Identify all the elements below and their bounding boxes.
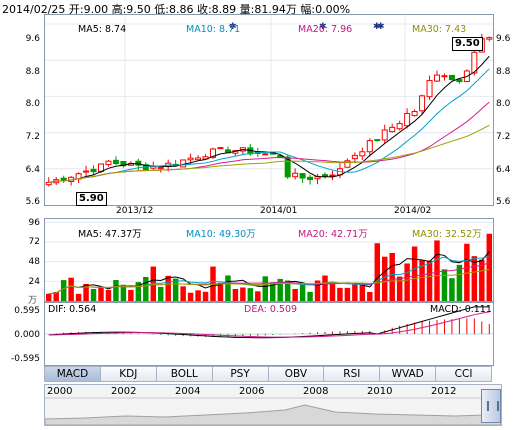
ma10-legend: MA10: 8.71 <box>186 24 241 35</box>
vol-y-2: 48 <box>28 257 40 267</box>
price-y-right-1: 8.8 <box>496 67 511 77</box>
price-y-right-0: 9.6 <box>496 34 511 44</box>
year-2002: 2002 <box>111 386 137 397</box>
svg-text:✱: ✱ <box>377 22 385 32</box>
price-y-left-5: 5.6 <box>25 197 40 207</box>
macd-y-0: 0.595 <box>14 306 40 316</box>
grip-icon <box>487 401 499 411</box>
indicator-tabs: MACD KDJ BOLL PSY OBV RSI WVAD CCI <box>44 366 492 382</box>
price-y-left-1: 8.8 <box>25 67 40 77</box>
low-price-callout: 5.90 <box>76 192 107 206</box>
svg-text:✱: ✱ <box>319 22 327 32</box>
vol-ma20-legend: MA20: 42.71万 <box>298 229 368 240</box>
price-y-right-5: 5.6 <box>496 197 511 207</box>
date-label-jan: 2014/01 <box>260 206 298 216</box>
navigator-overview <box>45 397 501 425</box>
high-price-callout: 9.50 <box>452 37 483 51</box>
tab-wvad[interactable]: WVAD <box>380 366 437 382</box>
navigator-drag-handle[interactable] <box>481 389 501 423</box>
vol-ma30-legend: MA30: 32.52万 <box>412 229 482 240</box>
year-2004: 2004 <box>175 386 201 397</box>
tab-obv[interactable]: OBV <box>268 366 325 382</box>
year-2010: 2010 <box>367 386 393 397</box>
price-y-left-2: 8.0 <box>25 99 40 109</box>
macd-y-1: 0.000 <box>14 330 40 340</box>
price-chart: ✱ ✱ ✱✱ <box>45 15 493 205</box>
dea-legend: DEA: 0.509 <box>244 304 298 315</box>
price-y-right-2: 8.0 <box>496 99 511 109</box>
price-y-left-4: 6.4 <box>25 165 40 175</box>
svg-text:✱: ✱ <box>229 22 237 32</box>
year-2012: 2012 <box>431 386 457 397</box>
tab-rsi[interactable]: RSI <box>324 366 381 382</box>
date-label-feb: 2014/02 <box>394 206 432 216</box>
price-y-left-3: 7.2 <box>25 132 40 142</box>
tab-psy[interactable]: PSY <box>212 366 269 382</box>
macd-chart <box>45 306 493 339</box>
quote-header: 2014/02/25 开:9.00 高:9.50 低:8.86 收:8.89 量… <box>2 3 351 16</box>
vol-y-0: 96 <box>28 218 40 228</box>
ma5-legend: MA5: 8.74 <box>78 24 127 35</box>
year-2008: 2008 <box>303 386 329 397</box>
vol-ma5-legend: MA5: 47.37万 <box>78 229 142 240</box>
svg-text:✱: ✱ <box>373 22 381 32</box>
date-label-dec: 2013/12 <box>116 206 154 216</box>
vol-ma10-legend: MA10: 49.30万 <box>186 229 256 240</box>
price-chart-panel[interactable]: ✱ ✱ ✱ ✱ <box>44 14 494 206</box>
price-y-right-3: 7.2 <box>496 132 511 142</box>
volume-chart-panel[interactable] <box>44 218 494 302</box>
price-y-left-0: 9.6 <box>25 34 40 44</box>
vol-y-3: 24 <box>28 277 40 287</box>
tab-kdj[interactable]: KDJ <box>100 366 157 382</box>
tab-macd[interactable]: MACD <box>44 366 101 382</box>
macd-legend: MACD: 0.111 <box>430 304 492 315</box>
macd-chart-panel[interactable] <box>44 302 494 366</box>
macd-y-2: -0.595 <box>10 354 40 364</box>
tab-cci[interactable]: CCI <box>436 366 492 382</box>
year-2006: 2006 <box>239 386 265 397</box>
volume-chart <box>45 221 493 301</box>
ma20-legend: MA20: 7.96 <box>298 24 353 35</box>
vol-unit: 万 <box>28 296 38 306</box>
year-2000: 2000 <box>47 386 73 397</box>
price-y-right-4: 6.4 <box>496 165 511 175</box>
vol-y-1: 72 <box>28 237 40 247</box>
tab-boll[interactable]: BOLL <box>156 366 213 382</box>
timeline-navigator[interactable]: 2000 2002 2004 2006 2008 2010 2012 <box>44 384 502 426</box>
dif-legend: DIF: 0.564 <box>48 304 97 315</box>
ma30-legend: MA30: 7.43 <box>412 24 467 35</box>
